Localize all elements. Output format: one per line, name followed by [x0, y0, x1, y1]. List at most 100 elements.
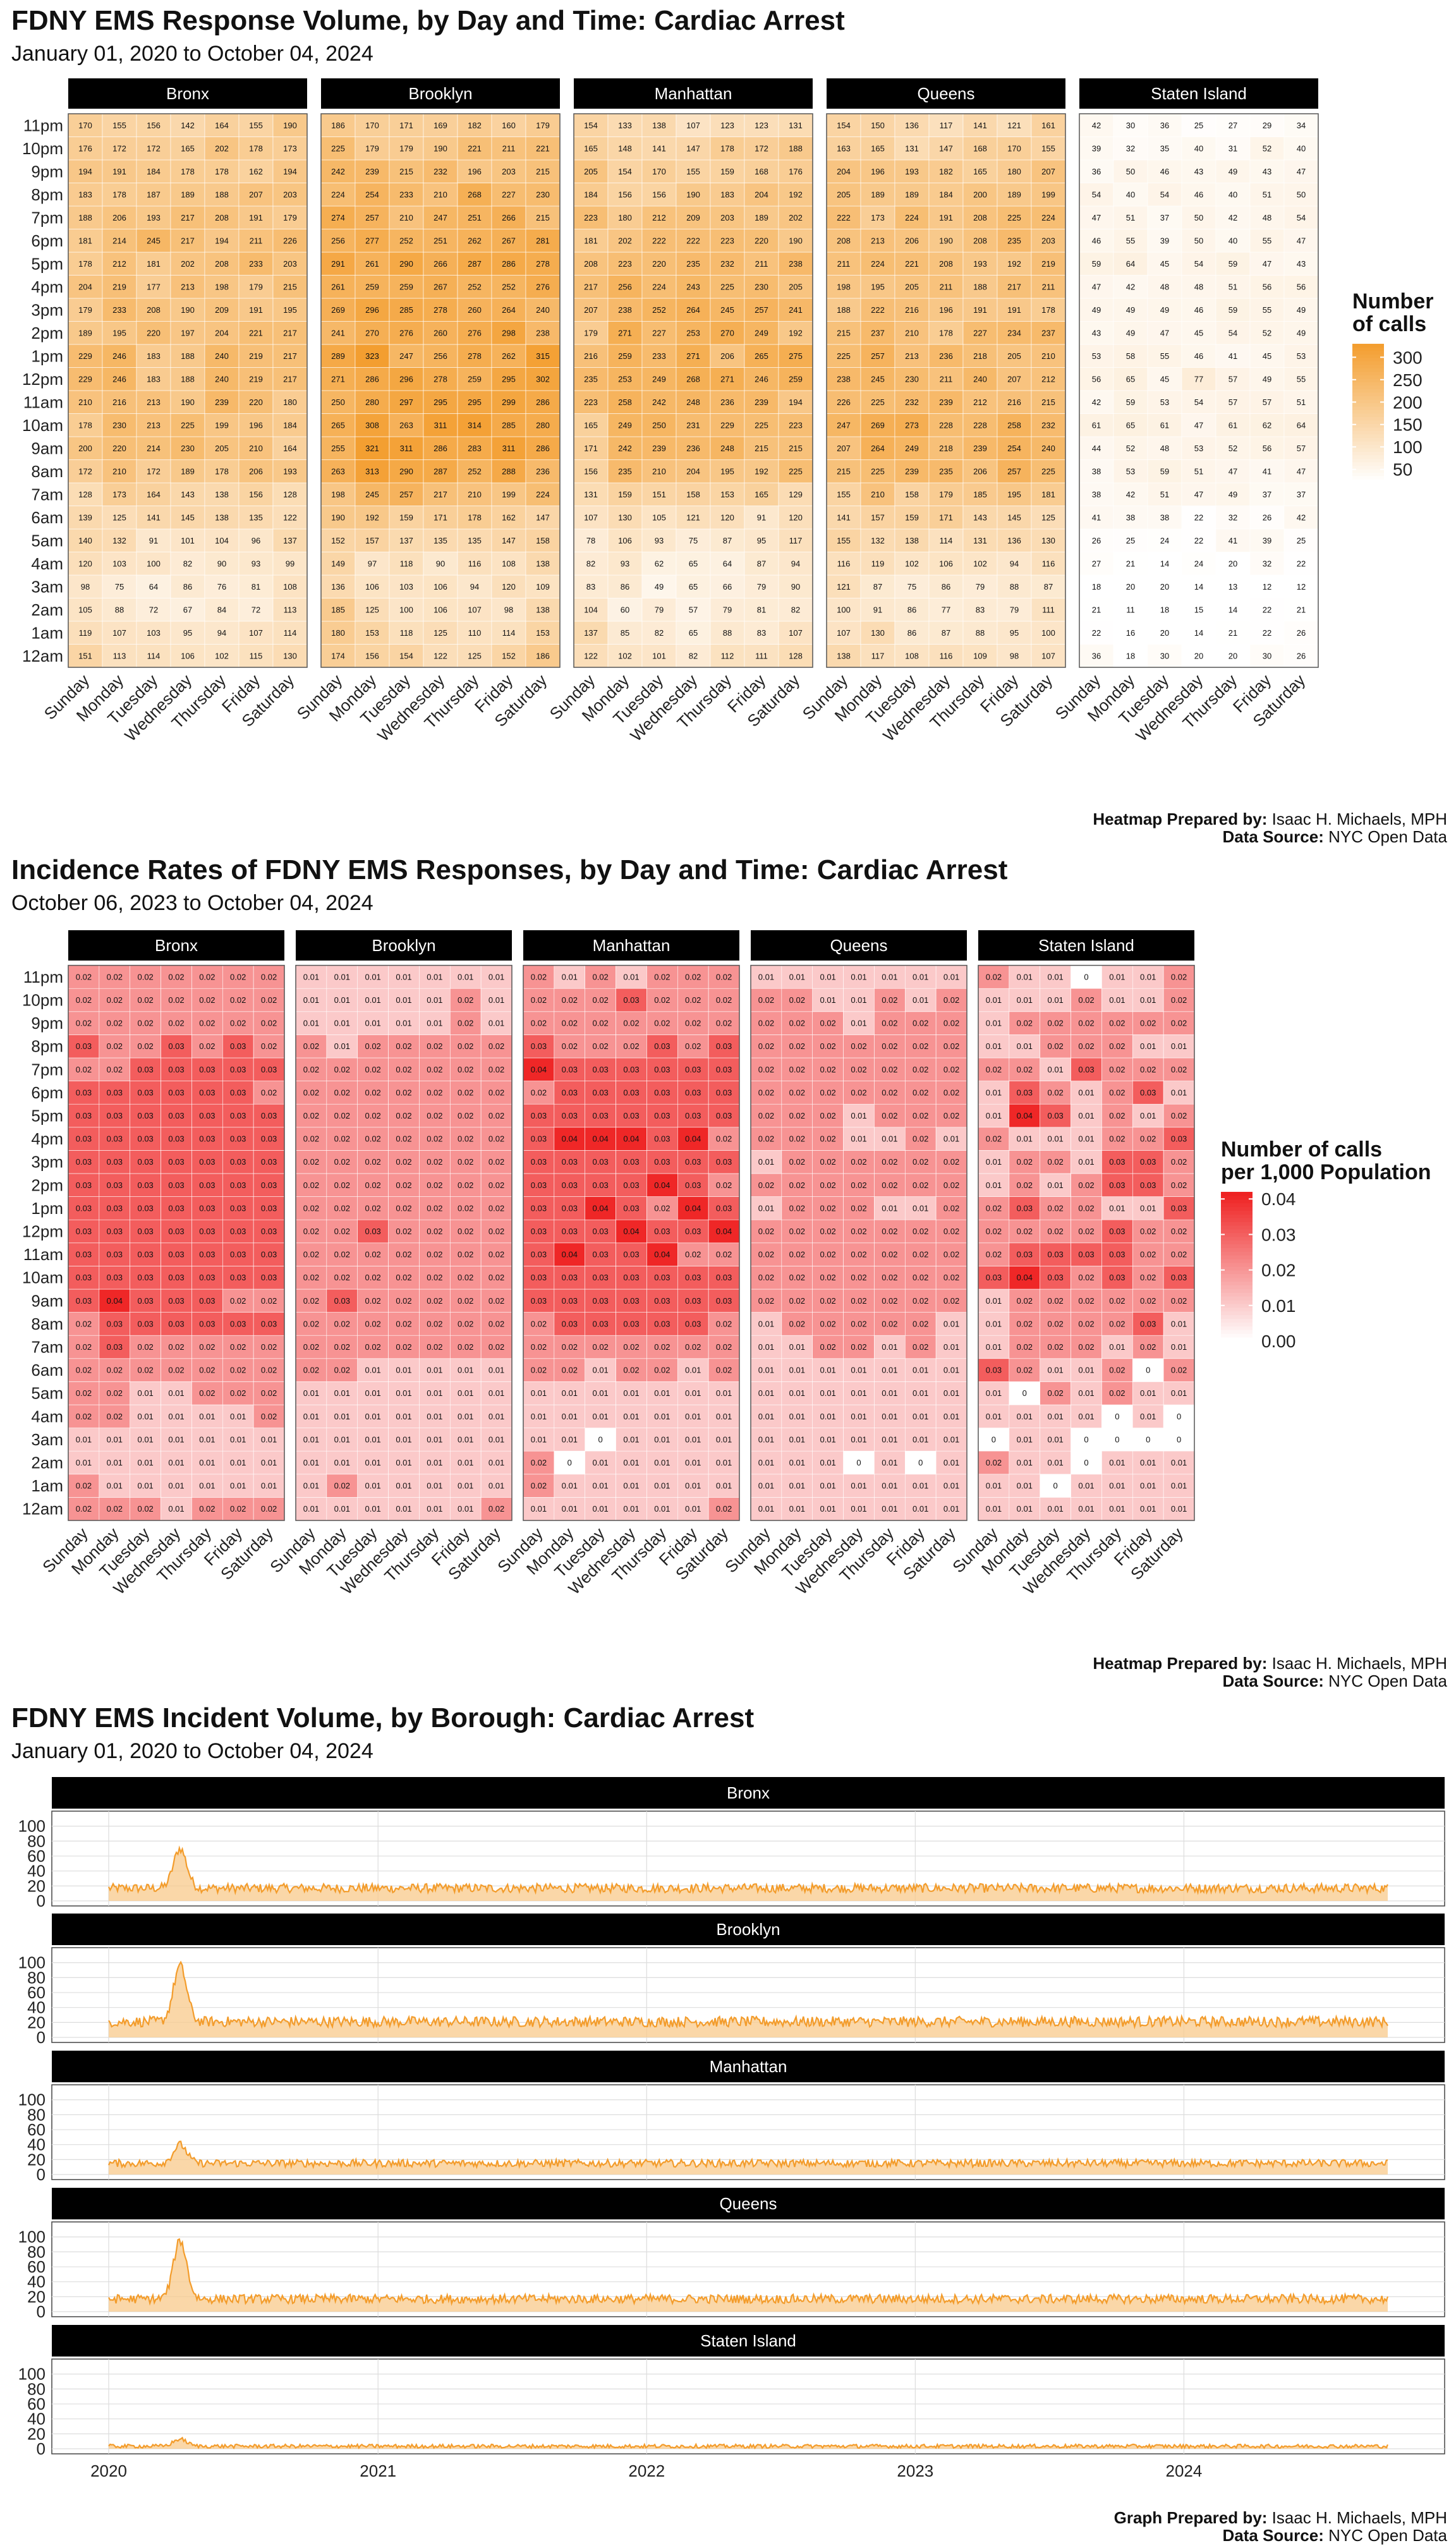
heatmap-volume-chart: Bronx 151 113 114 106 102 115 130 119 107 103 95 94 1… — [22, 78, 1433, 745]
hour-label: 11am — [23, 392, 63, 411]
facet-strip — [68, 78, 307, 109]
heatmap-cell — [102, 436, 137, 460]
cell-value: 114 — [147, 651, 161, 660]
heatmap-cell — [170, 298, 205, 322]
hour-label: 9am — [31, 439, 63, 458]
cell-value: 119 — [79, 628, 92, 638]
heatmap-cell — [68, 436, 103, 460]
cell-value: 245 — [147, 236, 161, 245]
y-tick-label: 100 — [18, 2365, 46, 2384]
heatmap-cell — [136, 598, 171, 622]
facet-bronx: Bronx 151 113 114 106 102 115 130 119 107 103 95 94 1… — [40, 78, 308, 745]
hour-label: 1am — [31, 623, 63, 642]
cell-value: 178 — [215, 466, 229, 476]
hour-label: 10am — [22, 416, 63, 435]
heatmap-cell — [170, 159, 205, 183]
heatmap-cell — [204, 252, 240, 276]
cell-value: 132 — [112, 536, 126, 545]
cell-value: 211 — [250, 236, 263, 245]
cell-value: 217 — [283, 328, 297, 337]
cell-value: 206 — [112, 213, 126, 222]
cell-value: 180 — [283, 397, 297, 407]
cell-value: 104 — [215, 536, 229, 545]
heatmap-cell — [102, 298, 137, 322]
heatmap-cell — [102, 344, 137, 368]
cell-value: 219 — [249, 351, 263, 361]
heatmap-cell — [102, 598, 137, 622]
cell-value: 183 — [147, 374, 161, 384]
cell-value: 76 — [217, 582, 226, 592]
heatmap-cell — [204, 621, 240, 645]
heatmap-cell — [170, 413, 205, 437]
cell-value: 220 — [147, 328, 161, 337]
timeseries-credit: Graph Prepared by: Isaac H. Michaels, MP… — [1114, 2509, 1447, 2544]
heatmap-cell — [170, 528, 205, 552]
heatmap-cell — [238, 113, 274, 137]
heatmap-cell — [238, 413, 274, 437]
heatmap-cell — [170, 252, 205, 276]
cell-value: 138 — [215, 513, 229, 522]
cell-value: 173 — [112, 490, 126, 499]
heatmap-cell — [272, 436, 308, 460]
cell-value: 105 — [78, 605, 92, 614]
heatmap-cell — [170, 275, 205, 299]
heatmap-cell — [238, 436, 274, 460]
cell-value: 221 — [249, 328, 263, 337]
heatmap-cell — [102, 621, 137, 645]
heatmap-cell — [170, 574, 205, 598]
heatmap-cell — [272, 321, 308, 345]
cell-value: 164 — [147, 490, 161, 499]
cell-value: 103 — [112, 559, 126, 568]
heatmap-cell — [68, 183, 103, 207]
cell-value: 204 — [78, 282, 92, 291]
hour-label: 12pm — [22, 370, 63, 389]
cell-value: 217 — [283, 374, 297, 384]
cell-value: 178 — [249, 143, 263, 153]
cell-value: 230 — [181, 444, 195, 453]
cell-value: 172 — [112, 143, 126, 153]
heatmap-cell — [136, 183, 171, 207]
heatmap-cell — [68, 598, 103, 622]
heatmap-cell — [170, 229, 205, 253]
cell-value: 82 — [183, 559, 192, 568]
cell-value: 107 — [112, 628, 126, 638]
cell-value: 189 — [78, 328, 92, 337]
cell-value: 72 — [149, 605, 158, 614]
cell-value: 200 — [78, 444, 92, 453]
hour-label: 3am — [31, 577, 63, 596]
cell-value: 230 — [112, 420, 126, 430]
cell-value: 190 — [181, 305, 195, 315]
heatmap-cell — [204, 506, 240, 530]
heatmap-cell — [102, 113, 137, 137]
cell-value: 246 — [112, 374, 126, 384]
heatmap-cell — [204, 229, 240, 253]
heatmap-cell — [238, 252, 274, 276]
cell-value: 113 — [113, 651, 126, 660]
credit-source-value: NYC Open Data — [1328, 2526, 1447, 2545]
cell-value: 183 — [78, 190, 92, 199]
cell-value: 94 — [217, 628, 226, 638]
heatmap-cell — [136, 621, 171, 645]
cell-value: 155 — [249, 121, 263, 130]
cell-value: 75 — [115, 582, 124, 592]
cell-value: 206 — [249, 466, 263, 476]
cell-value: 196 — [249, 420, 263, 430]
cell-value: 100 — [147, 559, 161, 568]
cell-value: 170 — [78, 121, 92, 130]
facet-label: Brooklyn — [716, 1920, 780, 1939]
cell-value: 178 — [215, 167, 229, 176]
cell-value: 203 — [283, 259, 297, 269]
facet-label: Staten Island — [700, 2331, 796, 2350]
cell-value: 81 — [252, 582, 260, 592]
heatmap-cell — [136, 574, 171, 598]
heatmap-cell — [204, 482, 240, 506]
cell-value: 173 — [283, 143, 297, 153]
cell-value: 140 — [78, 536, 92, 545]
heatmap-cell — [136, 482, 171, 506]
cell-value: 164 — [215, 121, 229, 130]
cell-value: 187 — [147, 190, 161, 199]
cell-value: 145 — [181, 513, 195, 522]
cell-value: 202 — [181, 259, 195, 269]
